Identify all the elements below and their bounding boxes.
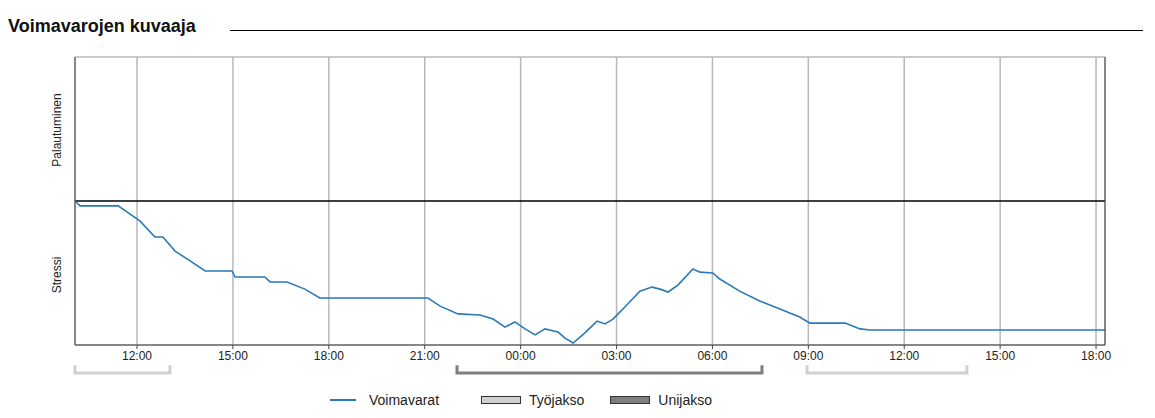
svg-text:09:00: 09:00 [793, 349, 823, 363]
html-text:Stressi: Stressi [50, 256, 64, 294]
html-text:Voimavarat: Voimavarat [369, 392, 439, 408]
svg-text:12:00: 12:00 [122, 349, 152, 363]
svg-text:18:00: 18:00 [314, 349, 344, 363]
svg-text:06:00: 06:00 [697, 349, 727, 363]
svg-text:03:00: 03:00 [602, 349, 632, 363]
svg-text:12:00: 12:00 [889, 349, 919, 363]
html-text:Palautuminen: Palautuminen [50, 93, 64, 167]
svg-text:00:00: 00:00 [506, 349, 536, 363]
html-text:Unijakso: Unijakso [658, 392, 712, 408]
svg-text:15:00: 15:00 [218, 349, 248, 363]
svg-text:21:00: 21:00 [410, 349, 440, 363]
svg-text:18:00: 18:00 [1081, 349, 1111, 363]
html-text:Työjakso: Työjakso [529, 392, 585, 408]
html-text:Voimavarojen kuvaaja: Voimavarojen kuvaaja [8, 16, 196, 36]
svg-text:15:00: 15:00 [985, 349, 1015, 363]
